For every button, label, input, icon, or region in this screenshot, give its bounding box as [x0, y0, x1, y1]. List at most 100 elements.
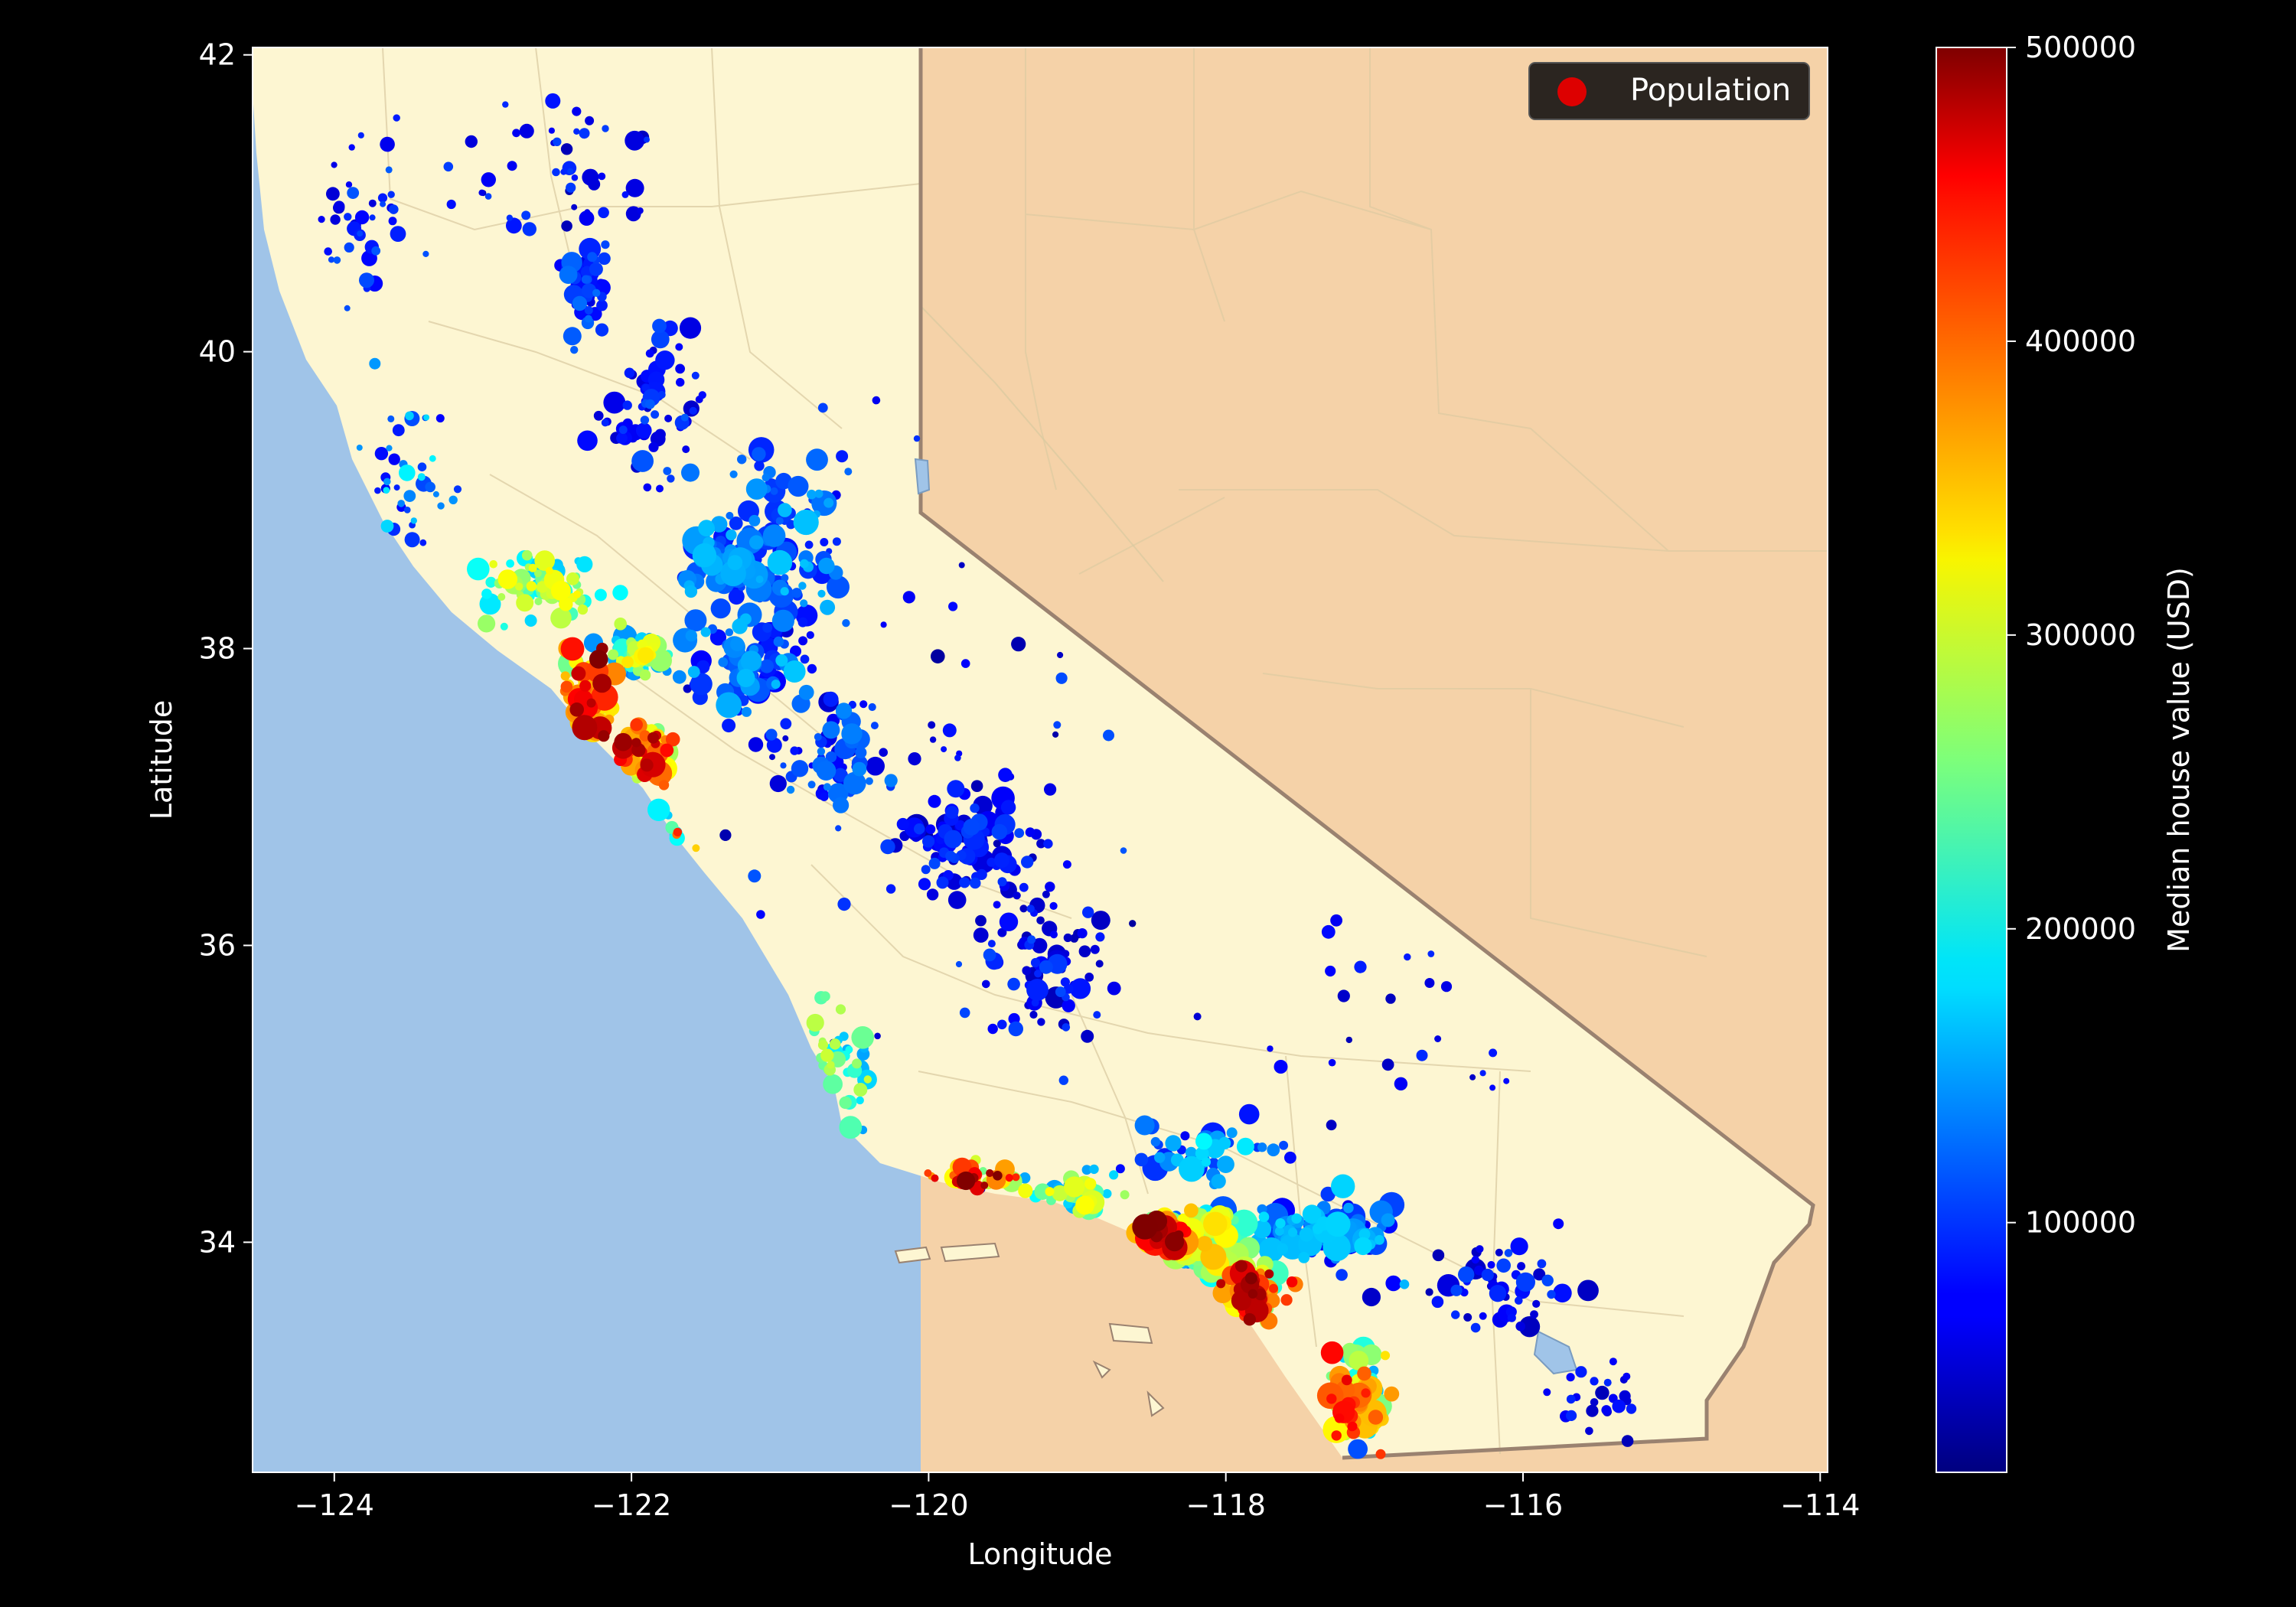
data-point: [1022, 966, 1032, 976]
data-point: [1036, 916, 1045, 925]
data-point: [807, 489, 817, 500]
data-point: [1026, 979, 1049, 1001]
data-point: [1450, 1284, 1463, 1296]
data-point: [687, 666, 700, 678]
data-point: [1320, 1341, 1344, 1364]
data-point: [1264, 1269, 1274, 1279]
data-point: [521, 210, 531, 220]
data-point: [1385, 993, 1396, 1004]
data-point: [347, 187, 360, 199]
data-point: [807, 781, 816, 789]
data-point: [419, 539, 427, 546]
data-point: [1093, 1011, 1101, 1019]
data-point: [1518, 1316, 1541, 1338]
data-point: [837, 898, 851, 911]
data-point: [387, 415, 395, 422]
data-point: [497, 569, 518, 589]
data-point: [331, 161, 338, 168]
data-point: [924, 1169, 932, 1177]
data-point: [1027, 935, 1036, 944]
x-axis: −124 −122 −120 −118 −116 −114: [295, 1472, 1860, 1522]
data-point: [647, 732, 659, 744]
data-point: [820, 599, 836, 615]
data-point: [1336, 1269, 1348, 1281]
data-point: [598, 730, 610, 742]
data-point: [1302, 1204, 1322, 1224]
data-point: [755, 575, 764, 584]
data-point: [998, 768, 1013, 782]
data-point: [921, 865, 931, 875]
data-point: [766, 737, 782, 753]
data-point: [835, 702, 853, 719]
data-point: [357, 132, 364, 139]
data-point: [914, 823, 925, 835]
data-point: [1034, 970, 1042, 978]
data-point: [1434, 1035, 1442, 1042]
data-point: [859, 700, 868, 709]
data-point: [722, 719, 736, 733]
data-point: [410, 517, 417, 524]
data-point: [1469, 1074, 1476, 1081]
data-point: [814, 489, 823, 498]
data-point: [791, 760, 809, 777]
plot-frame: [252, 47, 1828, 1473]
data-point: [798, 684, 814, 700]
data-point: [443, 161, 454, 172]
data-point: [682, 445, 690, 454]
data-point: [1284, 1151, 1296, 1164]
data-point: [689, 406, 697, 416]
data-point: [1425, 1288, 1433, 1296]
data-point: [987, 1023, 998, 1035]
data-point: [1195, 1133, 1212, 1150]
data-point: [790, 746, 799, 755]
data-point: [1543, 1388, 1551, 1397]
data-point: [1601, 1405, 1612, 1416]
data-point: [948, 601, 958, 611]
data-point: [374, 447, 389, 461]
data-point: [560, 143, 573, 155]
data-point: [566, 572, 579, 585]
data-point: [928, 794, 941, 808]
data-point: [818, 557, 835, 575]
data-point: [1019, 905, 1028, 913]
data-point: [957, 1171, 976, 1191]
data-point: [729, 470, 738, 478]
data-point: [820, 991, 830, 1002]
data-point: [1102, 1188, 1112, 1198]
data-point: [1037, 1018, 1045, 1026]
data-point: [348, 144, 355, 151]
data-point: [651, 410, 660, 419]
colorbar-tick-label: 500000: [2025, 31, 2136, 64]
data-point: [1005, 1174, 1013, 1182]
data-point: [973, 927, 989, 943]
data-point: [387, 191, 395, 198]
data-point: [800, 599, 808, 608]
data-point: [571, 204, 578, 210]
data-point: [506, 559, 514, 568]
data-point: [383, 478, 391, 486]
data-point: [417, 473, 426, 481]
data-point: [692, 543, 717, 568]
data-point: [386, 445, 393, 451]
legend[interactable]: Population: [1528, 62, 1810, 120]
data-point: [896, 817, 909, 831]
data-point: [986, 1169, 994, 1178]
data-point: [1476, 1245, 1484, 1253]
data-point: [1590, 1377, 1599, 1386]
data-point: [798, 582, 807, 590]
plot-area: [253, 47, 1828, 1472]
data-point: [673, 827, 683, 837]
data-point: [783, 660, 806, 683]
data-point: [380, 520, 394, 533]
data-point: [1566, 1373, 1575, 1382]
data-point: [1103, 729, 1114, 742]
data-point: [665, 732, 680, 747]
data-point: [584, 315, 592, 323]
data-point: [786, 520, 796, 530]
data-point: [997, 1019, 1007, 1030]
data-point: [885, 884, 896, 894]
data-point: [1337, 989, 1350, 1002]
data-point: [388, 453, 400, 465]
data-point: [947, 780, 965, 798]
data-point: [484, 193, 492, 200]
